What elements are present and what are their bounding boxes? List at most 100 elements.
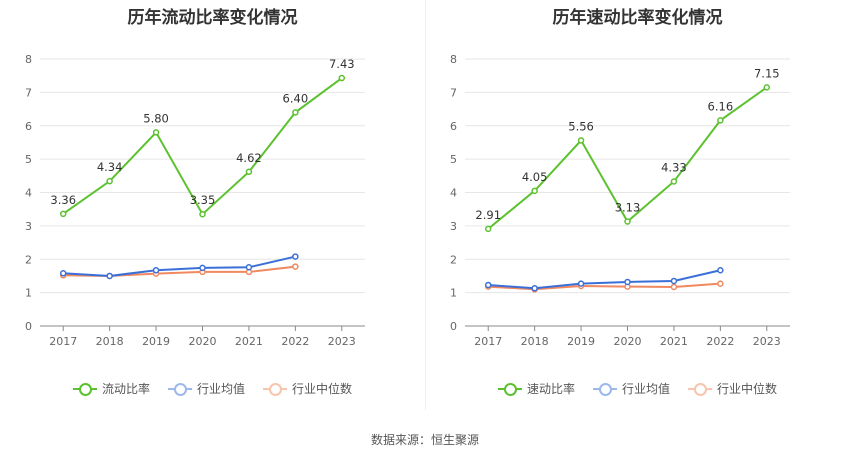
data-label: 7.43: [329, 57, 355, 71]
panel-divider: [425, 0, 426, 410]
data-point: [152, 129, 160, 136]
series-line: [488, 269, 721, 290]
data-label: 5.80: [143, 111, 169, 125]
data-point: [292, 109, 299, 116]
x-tick-label: 2020: [614, 335, 642, 348]
legend-label: 速动比率: [526, 382, 575, 396]
data-label: 2.91: [475, 208, 501, 222]
current-ratio-panel: 历年流动比率变化情况 0 1 2 3 4 5 6 7 8 2017 2018 2019 2020 2021…: [0, 0, 425, 415]
legend-label: 流动比率: [101, 382, 150, 396]
series-line: [488, 282, 721, 291]
y-tick-label: 7: [450, 86, 457, 99]
x-tick-label: 2020: [189, 335, 217, 348]
y-tick-label: 3: [25, 220, 32, 233]
legend-label: 行业中位数: [717, 382, 778, 396]
legend-item-industry-median[interactable]: 行业中位数: [688, 380, 777, 397]
data-point: [106, 272, 113, 280]
data-label: 5.56: [568, 119, 594, 133]
data-label: 4.05: [522, 170, 548, 184]
legend-item-quick-ratio[interactable]: 速动比率: [497, 380, 575, 397]
chart-title: 历年速动比率变化情况: [552, 8, 723, 28]
data-point: [577, 137, 585, 144]
x-tick-label: 2018: [521, 335, 549, 348]
y-tick-label: 1: [450, 287, 457, 300]
x-tick-label: 2023: [753, 335, 781, 348]
data-point: [717, 267, 724, 274]
data-label: 6.16: [708, 99, 734, 113]
data-point: [717, 280, 724, 287]
legend-item-current-ratio[interactable]: 流动比率: [72, 380, 150, 397]
data-point: [670, 277, 678, 285]
current-ratio-plot: 0 1 2 3 4 5 6 7 8 2017 2018 2019 2020 2021 2022 2023 3.3…: [25, 53, 365, 348]
x-tick-label: 2022: [281, 335, 309, 348]
data-point: [292, 263, 299, 270]
y-tick-label: 5: [450, 153, 457, 166]
line-series-icon: [497, 382, 522, 396]
x-tick-label: 2022: [706, 335, 734, 348]
data-point: [484, 281, 492, 289]
y-tick-label: 2: [450, 253, 457, 266]
legend-label: 行业均值: [196, 382, 245, 396]
data-point: [717, 117, 724, 124]
data-point: [577, 280, 585, 287]
data-point: [763, 84, 771, 91]
series-line: [63, 255, 296, 277]
line-series-icon: [72, 382, 97, 396]
line-series-icon: [592, 382, 617, 396]
data-point: [199, 264, 206, 272]
x-tick-label: 2017: [474, 335, 502, 348]
data-point: [624, 218, 631, 225]
y-tick-label: 6: [25, 120, 32, 133]
line-series-icon: [688, 382, 712, 396]
legend-item-industry-mean[interactable]: 行业均值: [592, 380, 670, 397]
legend-item-industry-median[interactable]: 行业中位数: [263, 380, 352, 397]
y-tick-label: 4: [450, 187, 457, 200]
x-tick-label: 2017: [49, 335, 77, 348]
x-tick-label: 2021: [660, 335, 688, 348]
data-label: 3.13: [615, 201, 641, 215]
line-series-icon: [263, 382, 287, 396]
y-tick-label: 8: [450, 53, 457, 66]
y-tick-label: 0: [25, 320, 32, 333]
data-point: [338, 74, 346, 82]
y-tick-label: 2: [25, 253, 32, 266]
data-source-note: 数据来源：恒生聚源: [370, 433, 479, 447]
data-label: 4.34: [97, 160, 123, 174]
data-point: [245, 168, 253, 176]
data-label: 4.62: [236, 151, 262, 165]
data-label: 3.36: [50, 193, 76, 207]
y-tick-label: 6: [450, 120, 457, 133]
chart-legend: 流动比率 行业均值 行业中位数: [0, 380, 425, 397]
legend-label: 行业均值: [621, 382, 670, 396]
data-point: [199, 210, 206, 218]
y-tick-label: 8: [25, 53, 32, 66]
x-tick-label: 2018: [96, 335, 124, 348]
data-label: 6.40: [283, 91, 309, 105]
data-label: 7.15: [754, 66, 780, 80]
line-series-icon: [167, 382, 192, 396]
x-tick-label: 2023: [328, 335, 356, 348]
quick-ratio-panel: 历年速动比率变化情况 0 1 2 3 4 5 6 7 8 2017 2018 2019 2020 2021…: [425, 0, 850, 415]
data-point: [670, 283, 678, 291]
quick-ratio-plot: 0 1 2 3 4 5 6 7 8 2017 2018 2019 2020 2021 2022 2023 2.9…: [450, 53, 790, 348]
data-point: [670, 178, 678, 185]
x-tick-label: 2019: [142, 335, 170, 348]
data-point: [484, 225, 492, 233]
y-tick-label: 4: [25, 187, 32, 200]
data-point: [59, 270, 67, 277]
data-point: [292, 253, 299, 260]
chart-title: 历年流动比率变化情况: [127, 8, 298, 28]
legend-item-industry-mean[interactable]: 行业均值: [167, 380, 245, 397]
data-point: [245, 264, 253, 271]
y-tick-label: 0: [450, 320, 457, 333]
chart-legend: 速动比率 行业均值 行业中位数: [425, 380, 850, 397]
data-point: [624, 278, 631, 286]
data-label: 4.33: [661, 160, 687, 174]
y-tick-label: 3: [450, 220, 457, 233]
data-point: [59, 210, 67, 218]
legend-label: 行业中位数: [292, 382, 353, 396]
data-label: 3.35: [190, 193, 216, 207]
data-point: [106, 177, 113, 185]
data-point: [152, 267, 160, 274]
x-tick-label: 2019: [567, 335, 595, 348]
